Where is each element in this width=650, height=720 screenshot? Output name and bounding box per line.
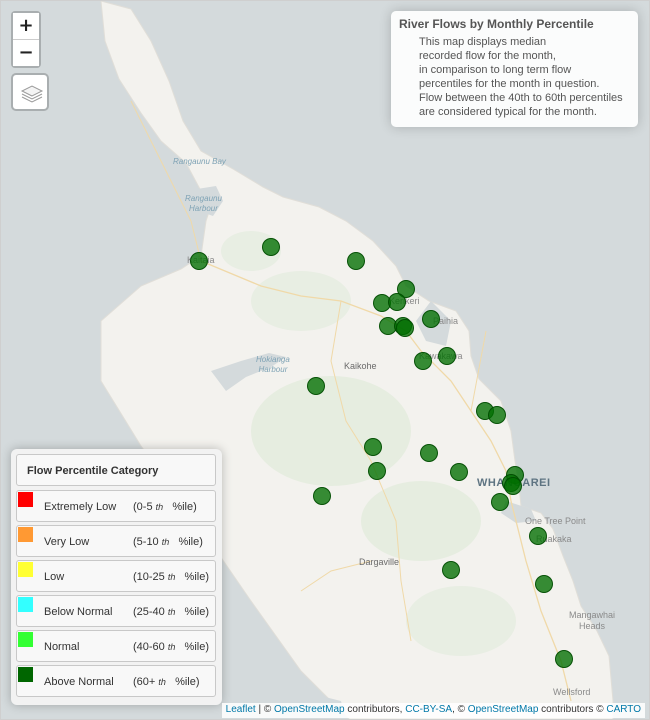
legend-item-normal: Normal (40-60 th %ile) xyxy=(16,630,216,662)
info-title: River Flows by Monthly Percentile xyxy=(399,17,594,31)
legend-item-very-low: Very Low (5-10 th %ile) xyxy=(16,525,216,557)
place-one-tree-point: One Tree Point xyxy=(525,516,586,526)
station-marker[interactable] xyxy=(313,487,331,505)
station-marker[interactable] xyxy=(396,319,414,337)
leaflet-link[interactable]: Leaflet xyxy=(225,704,256,715)
legend-range: (10-25 th %ile) xyxy=(133,571,209,583)
legend-item-above-normal: Above Normal (60+ th %ile) xyxy=(16,665,216,697)
legend-label: Above Normal xyxy=(44,676,114,688)
legend-label: Very Low xyxy=(44,536,90,548)
forest-area xyxy=(251,376,411,486)
legend-swatch xyxy=(18,667,33,682)
place-mangawhai-heads: Mangawhai Heads xyxy=(569,610,616,631)
forest-area xyxy=(406,586,516,656)
station-marker[interactable] xyxy=(535,575,553,593)
legend-label: Extremely Low xyxy=(44,501,117,513)
place-kaikohe: Kaikohe xyxy=(344,361,377,371)
place-dargaville: Dargaville xyxy=(359,557,400,567)
osm-link-2[interactable]: OpenStreetMap xyxy=(467,704,539,715)
legend-title: Flow Percentile Category xyxy=(16,454,216,486)
road xyxy=(130,100,202,262)
whangarei-harbour-water xyxy=(501,501,536,523)
legend-label: Below Normal xyxy=(44,606,113,618)
info-panel: River Flows by Monthly Percentile This m… xyxy=(391,11,638,127)
legend-item-low: Low (10-25 th %ile) xyxy=(16,560,216,592)
osm-link[interactable]: OpenStreetMap xyxy=(274,704,345,715)
zoom-control: + − xyxy=(11,11,41,68)
zoom-divider xyxy=(13,39,39,40)
station-marker[interactable] xyxy=(422,310,440,328)
station-marker[interactable] xyxy=(307,377,325,395)
station-marker[interactable] xyxy=(414,352,432,370)
road xyxy=(330,300,412,642)
legend-range: (40-60 th %ile) xyxy=(133,641,209,653)
place-wellsford: Wellsford xyxy=(553,687,591,697)
road xyxy=(470,330,487,412)
station-marker[interactable] xyxy=(529,527,547,545)
layers-button[interactable] xyxy=(11,73,49,111)
legend-range: (0-5 th %ile) xyxy=(133,501,197,513)
place-ruakaka: Ruakaka xyxy=(536,534,572,544)
forest-area xyxy=(361,481,481,561)
place-rangaunu-bay: Rangaunu Bay xyxy=(173,157,226,166)
map-attribution: Leaflet | © OpenStreetMap contributors, … xyxy=(221,703,645,718)
zoom-in-button[interactable]: + xyxy=(13,13,39,39)
hokianga-harbour-water xyxy=(211,353,286,391)
layers-icon xyxy=(20,85,44,103)
legend-swatch xyxy=(18,597,33,612)
legend-label: Normal xyxy=(44,641,80,653)
legend-panel: Flow Percentile Category Extremely Low (… xyxy=(11,449,222,705)
station-marker[interactable] xyxy=(555,650,573,668)
station-marker[interactable] xyxy=(491,493,509,511)
place-rangaunu-harbour: Rangaunu Harbour xyxy=(185,194,222,213)
legend-swatch xyxy=(18,632,33,647)
place-hokianga-harbour: Hokianga Harbour xyxy=(256,355,290,374)
station-marker[interactable] xyxy=(488,406,506,424)
station-marker[interactable] xyxy=(364,438,382,456)
carto-link[interactable]: CARTO xyxy=(606,704,641,715)
station-marker[interactable] xyxy=(420,444,438,462)
station-marker[interactable] xyxy=(442,561,460,579)
station-marker[interactable] xyxy=(450,463,468,481)
forest-area xyxy=(251,271,351,331)
legend-swatch xyxy=(18,527,33,542)
legend-range: (60+ th %ile) xyxy=(133,676,200,688)
legend-label: Low xyxy=(44,571,65,583)
legend-range: (5-10 th %ile) xyxy=(133,536,203,548)
legend-item-below-normal: Below Normal (25-40 th %ile) xyxy=(16,595,216,627)
station-marker[interactable] xyxy=(388,293,406,311)
zoom-out-button[interactable]: − xyxy=(13,40,39,66)
station-marker[interactable] xyxy=(347,252,365,270)
land-northland xyxy=(100,1,614,719)
legend-item-extremely-low: Extremely Low (0-5 th %ile) xyxy=(16,490,216,522)
rangaunu-harbour-water xyxy=(197,186,223,216)
station-marker[interactable] xyxy=(368,462,386,480)
legend-range: (25-40 th %ile) xyxy=(133,606,209,618)
station-marker[interactable] xyxy=(438,347,456,365)
road xyxy=(300,560,372,592)
info-text: This map displays median recorded flow f… xyxy=(419,36,623,118)
station-marker[interactable] xyxy=(504,477,522,495)
station-marker[interactable] xyxy=(190,252,208,270)
station-marker[interactable] xyxy=(262,238,280,256)
cc-by-sa-link[interactable]: CC-BY-SA xyxy=(405,704,453,715)
place-paihia: Paihia xyxy=(433,316,459,326)
legend-swatch xyxy=(18,562,33,577)
legend-swatch xyxy=(18,492,33,507)
road-sh1 xyxy=(200,260,572,702)
